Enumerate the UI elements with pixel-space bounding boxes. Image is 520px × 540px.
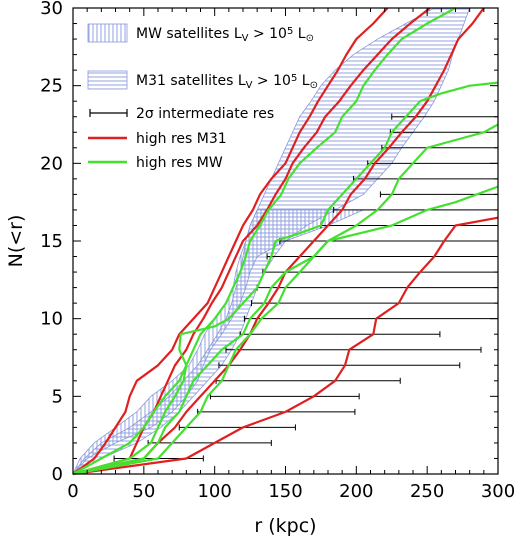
m31_obs-legend-part: L <box>297 73 309 89</box>
m31_obs-legend-part: V <box>246 80 253 91</box>
green-line-6 <box>72 123 499 476</box>
y-tick-label: 0 <box>52 464 63 485</box>
m31_obs-legend-part: 5 <box>291 73 297 84</box>
x-tick-label: 200 <box>339 481 373 502</box>
y-tick-label: 5 <box>52 386 63 407</box>
mw_obs-legend-part: MW satellites L <box>136 26 242 42</box>
mw_obs-swatch <box>87 23 128 43</box>
errbars-legend-label: 2σ intermediate res <box>136 106 274 122</box>
m31_obs-legend-label: M31 satellites LV > 105 L⊙ <box>136 73 318 91</box>
series-lines <box>72 7 499 476</box>
x-tick-label: 0 <box>67 481 78 502</box>
mw_obs-legend-part: L <box>293 26 305 42</box>
red-line-3 <box>72 216 499 476</box>
green-line-5 <box>72 81 499 476</box>
x-axis-label: r (kpc) <box>254 515 316 537</box>
y-tick-label: 30 <box>40 0 63 19</box>
mw_obs-legend-part: ⊙ <box>306 33 314 44</box>
y-tick-label: 15 <box>40 231 63 252</box>
axis-ticks: 0 50 100 150 200 250 300 0 5 10 15 20 25 30 <box>40 0 515 502</box>
green-legend-label: high res MW <box>136 155 223 171</box>
y-tick-label: 10 <box>40 309 63 330</box>
x-tick-label: 100 <box>197 481 231 502</box>
error-bars <box>113 113 498 462</box>
red-legend-label: high res M31 <box>136 131 227 147</box>
mw_obs-legend-part: V <box>242 33 249 44</box>
red-line-2 <box>72 7 485 476</box>
m31_obs-legend-part: ⊙ <box>310 80 318 91</box>
x-tick-label: 150 <box>268 481 302 502</box>
y-axis-label: N(<r) <box>5 215 27 268</box>
x-tick-label: 50 <box>132 481 155 502</box>
green-line-4 <box>72 7 457 475</box>
mw_obs-legend-part: > 10 <box>249 26 287 42</box>
red-line-0 <box>72 7 389 475</box>
m31_obs-legend-part: > 10 <box>252 73 290 89</box>
legend: MW satellites LV > 105 L⊙M31 satellites … <box>87 23 318 171</box>
x-tick-label: 250 <box>410 481 444 502</box>
green-line-7 <box>72 185 499 476</box>
red-line-1 <box>72 7 431 476</box>
m31_obs-legend-part: M31 satellites L <box>136 73 246 89</box>
mw_obs-legend-part: 5 <box>287 26 293 37</box>
x-tick-label: 300 <box>481 481 515 502</box>
y-tick-label: 25 <box>40 76 63 97</box>
y-tick-label: 20 <box>40 153 63 174</box>
m31_obs-swatch <box>87 70 128 90</box>
mw_obs-legend-label: MW satellites LV > 105 L⊙ <box>136 26 314 44</box>
